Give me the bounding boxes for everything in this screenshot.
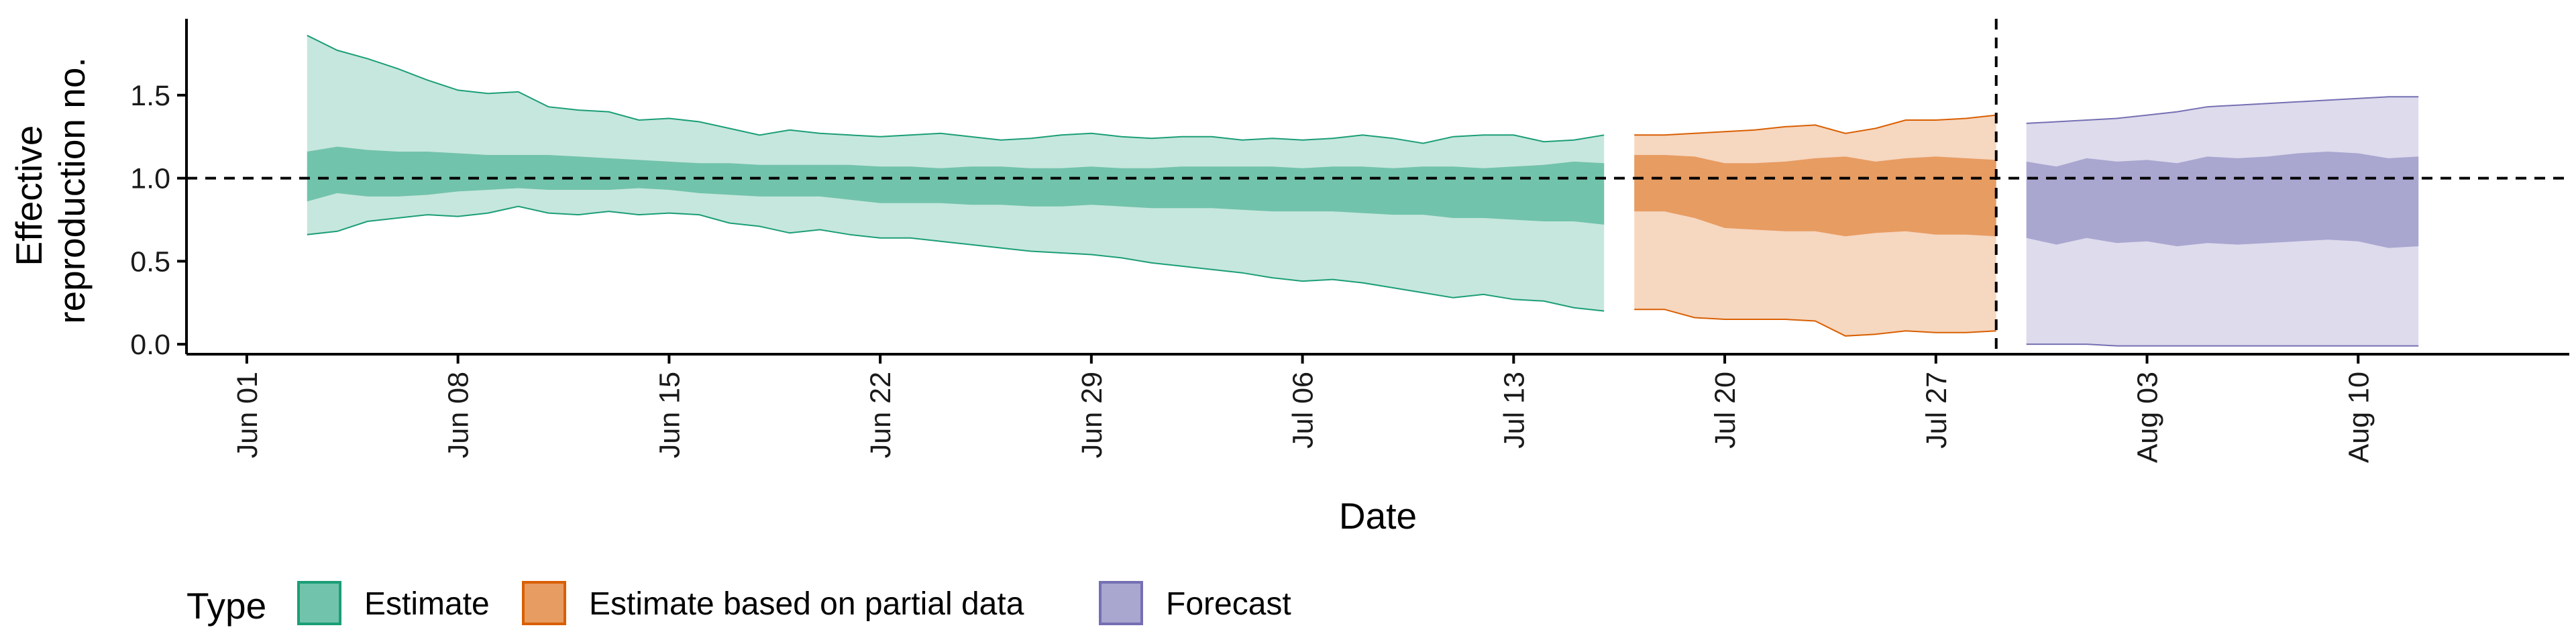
y-axis-ticks: 0.0 0.5 1.0 1.5 (130, 80, 186, 361)
band-50-series-0 (307, 146, 1605, 225)
band-90-lower-edge-series-2 (2026, 343, 2419, 347)
axes: 0.00.51.01.5 Jun 01 Jun 08 Jun 15 Jun 22 Jun… (130, 19, 2569, 463)
band-90-upper-edge-series-0 (307, 34, 1605, 144)
legend-title: Type (186, 585, 266, 627)
y-axis-title-line-2: reproduction no. (51, 57, 93, 324)
y-tick-label: 1.5 (130, 80, 170, 112)
band-90-upper-edge-series-1 (1634, 114, 1996, 136)
x-axis-title: Date (1339, 495, 1417, 537)
x-tick-label: Jul 13 (1498, 372, 1530, 449)
y-tick-label: 0.5 (130, 246, 170, 278)
x-tick-label: Jun 22 (865, 372, 897, 458)
x-tick-label: Jul 20 (1709, 372, 1741, 449)
band-90-upper-edge-series-2 (2026, 96, 2419, 124)
x-axis-ticks: Jun 01 Jun 08 Jun 15 Jun 22 Jun 29 Jul 06 Jul … (231, 354, 2375, 463)
series-2 (2026, 96, 2419, 347)
x-tick-label: Jun 15 (653, 372, 686, 458)
y-tick-label: 0.0 (130, 329, 170, 361)
band-90-lower-edge-series-0 (307, 205, 1605, 312)
y-axis-title-line-1: Effective (8, 125, 50, 266)
legend-swatch (1099, 581, 1143, 625)
legend-items: Estimate Estimate based on partial data Fo… (297, 581, 1291, 625)
x-tick-label: Jun 08 (443, 372, 475, 458)
legend-label: Estimate (364, 586, 490, 622)
x-tick-label: Aug 03 (2132, 372, 2164, 463)
y-axis-title: Effective reproduction no. (8, 57, 93, 324)
y-tick-label: 1.0 (130, 163, 170, 195)
legend-swatch (297, 581, 341, 625)
x-tick-label: Aug 10 (2343, 372, 2375, 463)
legend-label: Estimate based on partial data (589, 586, 1024, 622)
legend-item-0: Estimate (297, 581, 490, 625)
legend: Type Estimate Estimate based on partial d… (186, 581, 1291, 627)
x-tick-label: Jun 29 (1076, 372, 1108, 458)
uncertainty-bands (307, 34, 2419, 347)
series-0 (307, 34, 1605, 312)
band-50-series-1 (1634, 155, 1996, 237)
series-1 (1634, 114, 1996, 337)
band-90-lower-edge-series-1 (1634, 309, 1996, 337)
reference-lines (186, 19, 2569, 354)
x-tick-label: Jun 01 (231, 372, 264, 458)
legend-item-2: Forecast (1099, 581, 1291, 625)
legend-swatch (522, 581, 566, 625)
legend-label: Forecast (1166, 586, 1291, 622)
x-tick-label: Jul 06 (1287, 372, 1320, 449)
band-50-series-2 (2026, 152, 2419, 248)
x-tick-label: Jul 27 (1921, 372, 1953, 449)
legend-item-1: Estimate based on partial data (522, 581, 1024, 625)
